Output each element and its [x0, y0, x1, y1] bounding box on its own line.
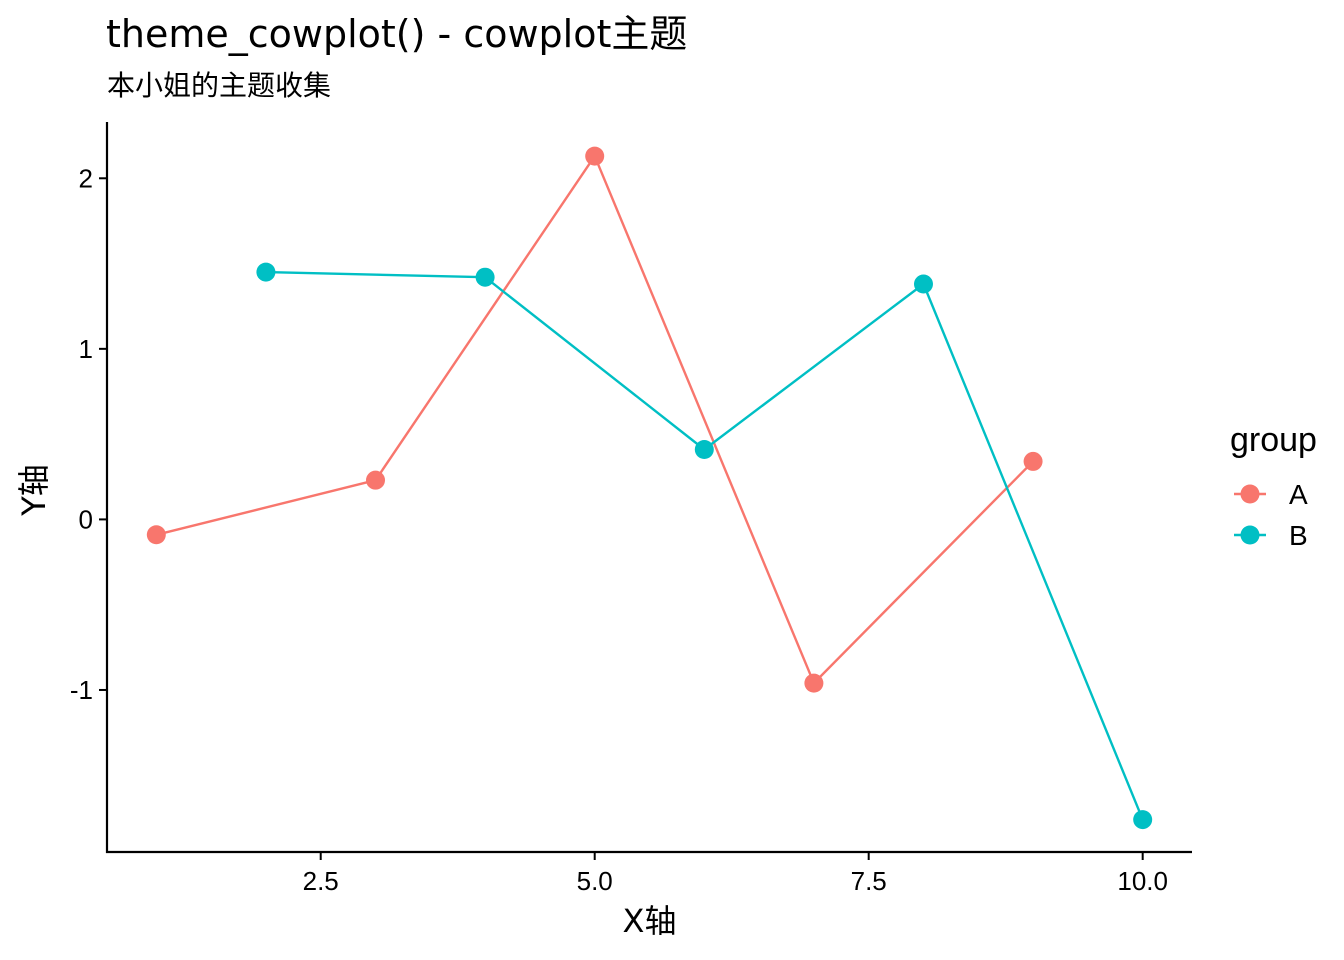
- legend-label: A: [1289, 479, 1308, 510]
- data-point-b: [256, 262, 276, 282]
- data-point-a: [366, 470, 386, 490]
- data-point-a: [1023, 451, 1043, 471]
- data-point-a: [804, 673, 824, 693]
- data-point-a: [585, 146, 605, 166]
- chart-title: theme_cowplot() - cowplot主题: [106, 12, 688, 56]
- legend-label: B: [1289, 520, 1308, 551]
- y-tick-label: 0: [79, 504, 93, 534]
- legend-key-point: [1240, 525, 1260, 545]
- x-tick-label: 5.0: [577, 866, 613, 896]
- y-tick-label: 2: [79, 163, 93, 193]
- x-tick-label: 7.5: [851, 866, 887, 896]
- chart-subtitle: 本小姐的主题收集: [107, 69, 332, 102]
- x-axis-title: X轴: [623, 902, 677, 940]
- series-line-a: [156, 154, 1034, 685]
- x-tick-label: 10.0: [1117, 866, 1168, 896]
- y-axis-title: Y轴: [15, 464, 53, 517]
- data-point-b: [1133, 810, 1153, 830]
- series-line-b: [265, 270, 1144, 821]
- data-point-b: [694, 439, 714, 459]
- data-point-b: [475, 267, 495, 287]
- legend-key-point: [1240, 484, 1260, 504]
- legend-title: group: [1230, 421, 1317, 459]
- x-tick-label: 2.5: [303, 866, 339, 896]
- y-tick-label: -1: [70, 675, 93, 705]
- data-point-a: [146, 525, 166, 545]
- data-point-b: [913, 274, 933, 294]
- y-tick-label: 1: [79, 334, 93, 364]
